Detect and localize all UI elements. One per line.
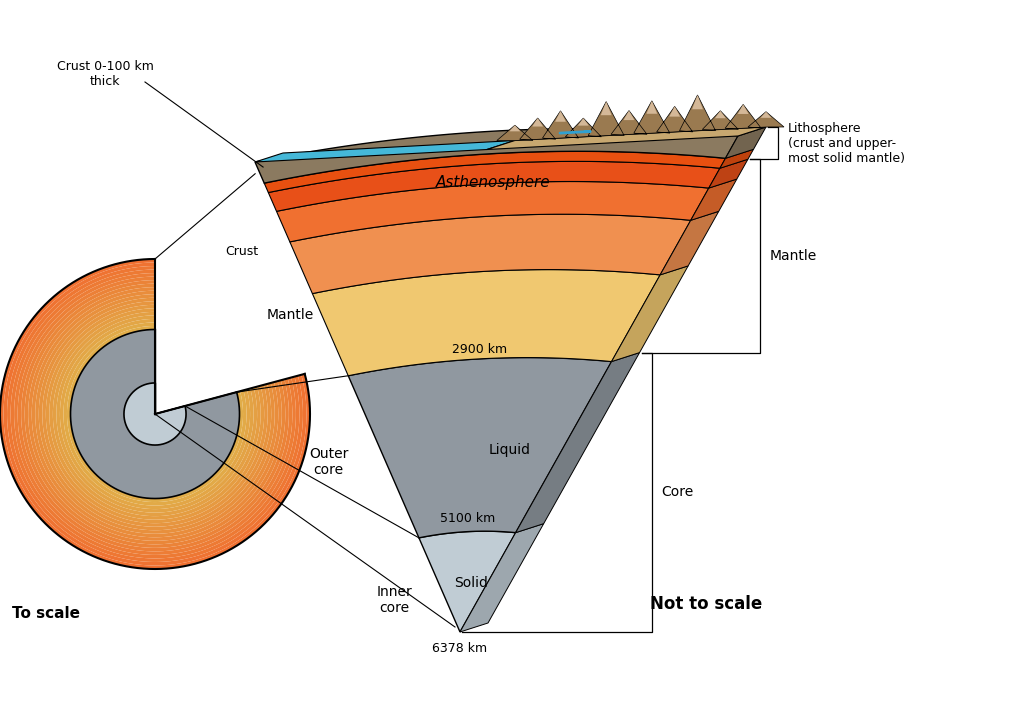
Polygon shape	[486, 127, 766, 149]
Polygon shape	[0, 259, 310, 569]
Text: Inner
core: Inner core	[377, 585, 413, 615]
Text: 6378 km: 6378 km	[432, 642, 487, 655]
Text: 2900 km: 2900 km	[453, 343, 508, 356]
Polygon shape	[264, 151, 725, 193]
Polygon shape	[10, 270, 299, 558]
Polygon shape	[646, 101, 657, 114]
Polygon shape	[46, 305, 264, 523]
Polygon shape	[71, 329, 240, 498]
Polygon shape	[460, 523, 544, 632]
Polygon shape	[63, 323, 247, 506]
Polygon shape	[532, 118, 543, 126]
Polygon shape	[35, 294, 274, 534]
Polygon shape	[715, 111, 726, 119]
Text: Solid: Solid	[454, 576, 487, 590]
Text: Mantle: Mantle	[770, 249, 817, 263]
Text: 5100 km: 5100 km	[439, 512, 495, 526]
Polygon shape	[737, 104, 749, 114]
Text: Core: Core	[662, 486, 694, 499]
Polygon shape	[268, 161, 720, 211]
Polygon shape	[25, 283, 286, 544]
Polygon shape	[510, 125, 520, 131]
Polygon shape	[692, 95, 702, 109]
Polygon shape	[624, 111, 635, 120]
Text: Crust 0-100 km
thick: Crust 0-100 km thick	[56, 60, 154, 88]
Polygon shape	[67, 326, 243, 502]
Polygon shape	[56, 316, 254, 513]
Polygon shape	[497, 95, 784, 141]
Text: Crust: Crust	[225, 244, 258, 258]
Polygon shape	[7, 266, 303, 562]
Polygon shape	[601, 101, 611, 115]
Polygon shape	[670, 106, 680, 116]
Polygon shape	[720, 149, 754, 169]
Polygon shape	[60, 319, 250, 509]
Text: Liquid: Liquid	[488, 443, 530, 457]
Polygon shape	[761, 111, 771, 118]
Polygon shape	[691, 179, 737, 221]
Polygon shape	[255, 129, 738, 183]
Polygon shape	[709, 159, 748, 188]
Polygon shape	[124, 383, 186, 445]
Polygon shape	[29, 287, 282, 540]
Polygon shape	[348, 358, 611, 538]
Polygon shape	[17, 276, 293, 551]
Text: Outer
core: Outer core	[309, 447, 348, 477]
Polygon shape	[611, 266, 688, 361]
Polygon shape	[516, 353, 640, 533]
Polygon shape	[290, 214, 691, 293]
Polygon shape	[49, 308, 261, 520]
Text: To scale: To scale	[12, 606, 80, 621]
Text: Mantle: Mantle	[266, 308, 314, 322]
Polygon shape	[14, 273, 296, 555]
Polygon shape	[660, 211, 719, 275]
Polygon shape	[53, 312, 257, 516]
Polygon shape	[42, 301, 267, 527]
Text: Not to scale: Not to scale	[650, 595, 762, 613]
Polygon shape	[22, 280, 289, 548]
Polygon shape	[32, 291, 279, 537]
Polygon shape	[578, 118, 589, 126]
Polygon shape	[255, 141, 515, 162]
Polygon shape	[419, 531, 516, 632]
Polygon shape	[276, 181, 709, 242]
Polygon shape	[3, 263, 306, 565]
Text: Asthenosphere: Asthenosphere	[436, 174, 551, 189]
Polygon shape	[312, 270, 660, 376]
Polygon shape	[555, 111, 566, 122]
Text: Lithosphere
(crust and upper-
most solid mantle): Lithosphere (crust and upper- most solid…	[788, 122, 905, 165]
Polygon shape	[39, 298, 271, 531]
Polygon shape	[725, 127, 766, 159]
